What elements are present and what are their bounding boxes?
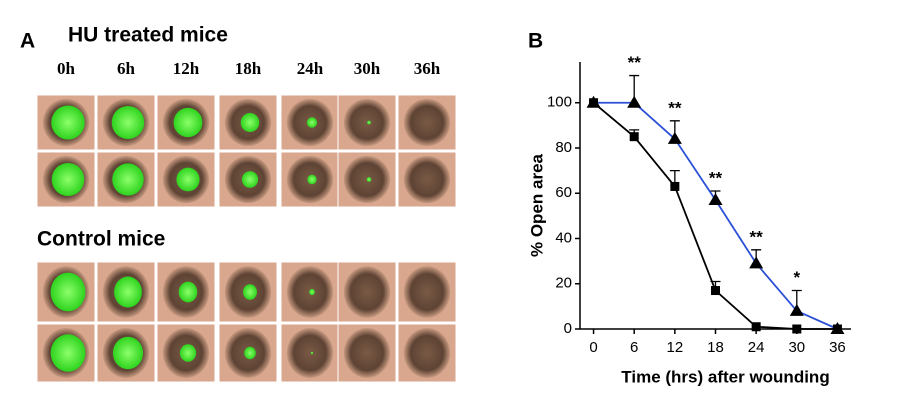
y-tick-label: 0 — [564, 320, 572, 337]
stain — [241, 171, 259, 188]
time-label: 24h — [297, 59, 324, 78]
marker — [629, 132, 639, 142]
marker — [751, 322, 761, 332]
eye — [403, 155, 451, 204]
x-tick-label: 12 — [667, 339, 684, 356]
marker — [708, 193, 723, 206]
y-axis-title: % Open area — [527, 153, 546, 257]
stain — [173, 107, 203, 138]
marker — [749, 256, 764, 269]
time-label: 0h — [57, 59, 76, 78]
stain — [176, 167, 200, 192]
eye — [403, 98, 451, 147]
time-label: 36h — [414, 59, 441, 78]
x-tick-label: 30 — [788, 339, 805, 356]
stain — [178, 281, 198, 303]
stain — [244, 346, 256, 360]
x-tick-label: 24 — [748, 339, 765, 356]
marker — [670, 181, 680, 191]
panel-label: A — [20, 30, 35, 53]
stain — [51, 105, 85, 140]
panel-label: B — [528, 30, 543, 53]
eye — [403, 266, 451, 318]
panel-title: HU treated mice — [68, 24, 228, 47]
stain — [112, 336, 144, 370]
stain — [310, 351, 314, 355]
x-tick-label: 36 — [829, 339, 846, 356]
stain — [309, 288, 315, 296]
y-tick-label: 20 — [555, 275, 572, 292]
eye — [343, 98, 391, 147]
photo-grid: 0h 6h 12h 18h 24h 30h 36h — [36, 59, 457, 383]
stain — [50, 272, 86, 312]
eye — [286, 328, 334, 378]
y-tick-label: 60 — [555, 184, 572, 201]
stain — [112, 163, 144, 196]
x-tick-label: 6 — [630, 339, 638, 356]
annotation: ** — [750, 227, 764, 246]
x-tick-label: 18 — [707, 339, 724, 356]
control-title: Control mice — [37, 228, 165, 251]
annotation: ** — [628, 53, 642, 72]
marker — [627, 95, 642, 108]
stain — [240, 113, 260, 132]
stain — [179, 344, 197, 362]
stain — [51, 162, 85, 197]
marker — [711, 286, 720, 296]
y-tick-label: 40 — [555, 229, 572, 246]
annotation: ** — [668, 98, 682, 117]
eye — [343, 266, 391, 318]
marker — [586, 95, 601, 108]
x-tick-label: 0 — [589, 339, 597, 356]
time-label: 6h — [117, 59, 136, 78]
eye — [343, 328, 391, 378]
x-axis-title: Time (hrs) after wounding — [621, 367, 829, 386]
y-tick-label: 80 — [555, 139, 572, 156]
stain — [307, 174, 317, 185]
eye — [403, 328, 451, 378]
marker — [792, 324, 802, 334]
marker — [789, 303, 804, 316]
stain — [366, 177, 372, 182]
time-label: 18h — [235, 59, 262, 78]
stain — [306, 117, 318, 128]
stain — [114, 276, 142, 308]
time-label: 30h — [354, 59, 381, 78]
stain — [243, 284, 257, 300]
stain — [50, 334, 86, 372]
stain — [111, 105, 145, 140]
y-tick-label: 100 — [547, 94, 572, 111]
annotation: * — [793, 268, 800, 287]
marker — [667, 131, 682, 144]
marker — [830, 322, 845, 334]
stain — [367, 120, 371, 125]
annotation: ** — [709, 168, 723, 187]
time-label: 12h — [173, 59, 200, 78]
